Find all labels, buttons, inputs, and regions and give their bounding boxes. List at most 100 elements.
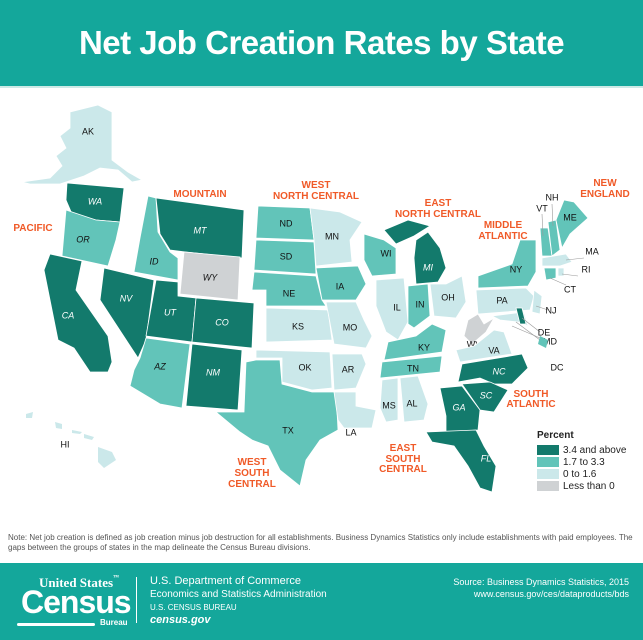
svg-text:NY: NY <box>510 264 523 274</box>
svg-text:NH: NH <box>546 192 559 202</box>
state-LA: LA <box>333 391 377 437</box>
legend-item-negative: Less than 0 <box>537 480 626 492</box>
svg-text:EAST: EAST <box>425 198 452 209</box>
state-NM: NM <box>185 343 243 411</box>
footer-banner: United States™ Census Bureau U.S. Depart… <box>0 563 643 640</box>
svg-text:ENGLAND: ENGLAND <box>580 189 629 200</box>
svg-text:MT: MT <box>194 225 208 235</box>
svg-text:VA: VA <box>488 345 499 355</box>
legend-label: Less than 0 <box>563 480 615 492</box>
state-CT: CT <box>543 267 576 294</box>
state-NJ: NJ <box>531 289 557 315</box>
svg-text:NE: NE <box>283 288 296 298</box>
state-TN: TN <box>379 355 443 379</box>
legend-swatch-high <box>537 445 559 455</box>
svg-text:NEW: NEW <box>593 178 617 189</box>
svg-text:SD: SD <box>280 251 293 261</box>
legend-label: 1.7 to 3.3 <box>563 456 605 468</box>
logo-united-states: United States <box>39 575 114 590</box>
svg-text:NORTH CENTRAL: NORTH CENTRAL <box>395 209 481 220</box>
state-DC: DC <box>511 325 564 372</box>
state-VT: VT <box>536 203 553 257</box>
header-divider <box>0 86 643 88</box>
state-GA: GA <box>439 385 481 433</box>
svg-text:ID: ID <box>150 256 160 266</box>
svg-text:SOUTH: SOUTH <box>514 389 549 400</box>
svg-text:CENTRAL: CENTRAL <box>228 479 276 490</box>
svg-text:EAST: EAST <box>390 443 417 454</box>
division-west-south-central: WEST SOUTH CENTRAL <box>228 457 276 490</box>
state-NV: NV <box>99 267 155 359</box>
svg-text:IA: IA <box>336 281 345 291</box>
svg-text:GA: GA <box>452 402 465 412</box>
svg-text:NC: NC <box>493 366 506 376</box>
state-ID: ID <box>133 195 179 281</box>
logo-census: Census <box>21 584 132 620</box>
svg-text:PA: PA <box>496 295 507 305</box>
svg-text:AR: AR <box>342 364 355 374</box>
division-middle-atlantic: MIDDLE ATLANTIC <box>478 220 527 242</box>
dept-esa: Economics and Statistics Administration <box>150 589 327 600</box>
svg-text:TN: TN <box>407 363 419 373</box>
legend-label: 3.4 and above <box>563 444 627 456</box>
trademark: ™ <box>113 575 120 581</box>
state-WY: WY <box>179 251 241 301</box>
state-CA: CA <box>43 253 113 373</box>
state-MI: MI <box>383 219 447 285</box>
state-WI: WI <box>363 233 397 277</box>
map-legend: Percent 3.4 and above 1.7 to 3.3 0 to 1.… <box>537 430 626 492</box>
svg-text:DC: DC <box>551 362 564 372</box>
state-IL: IL <box>375 277 409 341</box>
state-ND: ND <box>255 205 315 241</box>
svg-text:HI: HI <box>61 439 70 449</box>
state-MT: MT <box>155 197 245 259</box>
division-mountain: MOUNTAIN <box>173 189 226 200</box>
state-OH: OH <box>429 275 467 319</box>
division-west-north-central: WEST NORTH CENTRAL <box>273 180 359 202</box>
state-AR: AR <box>331 353 367 391</box>
svg-text:WY: WY <box>203 272 218 282</box>
svg-text:VT: VT <box>536 203 548 213</box>
state-HI: HI <box>26 412 116 468</box>
state-KS: KS <box>265 307 333 343</box>
svg-text:MS: MS <box>382 400 396 410</box>
svg-text:MOUNTAIN: MOUNTAIN <box>173 189 226 200</box>
svg-text:SC: SC <box>480 390 493 400</box>
dept-census-bureau: U.S. CENSUS BUREAU <box>150 603 237 612</box>
svg-text:UT: UT <box>164 307 177 317</box>
census-gov-link[interactable]: census.gov <box>150 614 211 626</box>
state-MS: MS <box>379 377 399 423</box>
state-SD: SD <box>253 239 317 275</box>
svg-text:AZ: AZ <box>153 361 166 371</box>
legend-item-high: 3.4 and above <box>537 444 626 456</box>
source-url[interactable]: www.census.gov/ces/dataproducts/bds <box>473 589 629 599</box>
state-NC: NC <box>457 353 529 385</box>
census-logo: United States™ Census Bureau <box>17 575 137 627</box>
svg-text:CA: CA <box>62 310 75 320</box>
svg-text:OH: OH <box>441 292 455 302</box>
state-IN: IN <box>407 283 431 329</box>
state-PA: PA <box>475 287 535 315</box>
svg-text:NM: NM <box>206 367 220 377</box>
svg-text:RI: RI <box>582 264 591 274</box>
svg-text:MN: MN <box>325 231 339 241</box>
state-MO: MO <box>325 301 373 349</box>
division-south-atlantic: SOUTH ATLANTIC <box>506 389 555 410</box>
state-NY: NY <box>477 239 537 289</box>
svg-text:MO: MO <box>343 322 358 332</box>
svg-text:WEST: WEST <box>238 457 267 468</box>
svg-text:NV: NV <box>120 293 133 303</box>
legend-label: 0 to 1.6 <box>563 468 597 480</box>
legend-item-low: 0 to 1.6 <box>537 468 626 480</box>
state-OR: OR <box>61 209 121 267</box>
svg-text:MIDDLE: MIDDLE <box>484 220 523 231</box>
svg-text:KY: KY <box>418 342 430 352</box>
footnote: Note: Net job creation is defined as job… <box>8 533 633 552</box>
svg-text:DE: DE <box>538 327 551 337</box>
dept-commerce: U.S. Department of Commerce <box>150 575 301 587</box>
us-map: AK HI WA OR CA ID MT WY NV UT CO <box>13 104 630 493</box>
svg-text:AK: AK <box>82 126 94 136</box>
logo-bureau: Bureau <box>100 618 128 627</box>
state-DE: DE <box>515 307 551 337</box>
svg-text:MI: MI <box>423 262 433 272</box>
